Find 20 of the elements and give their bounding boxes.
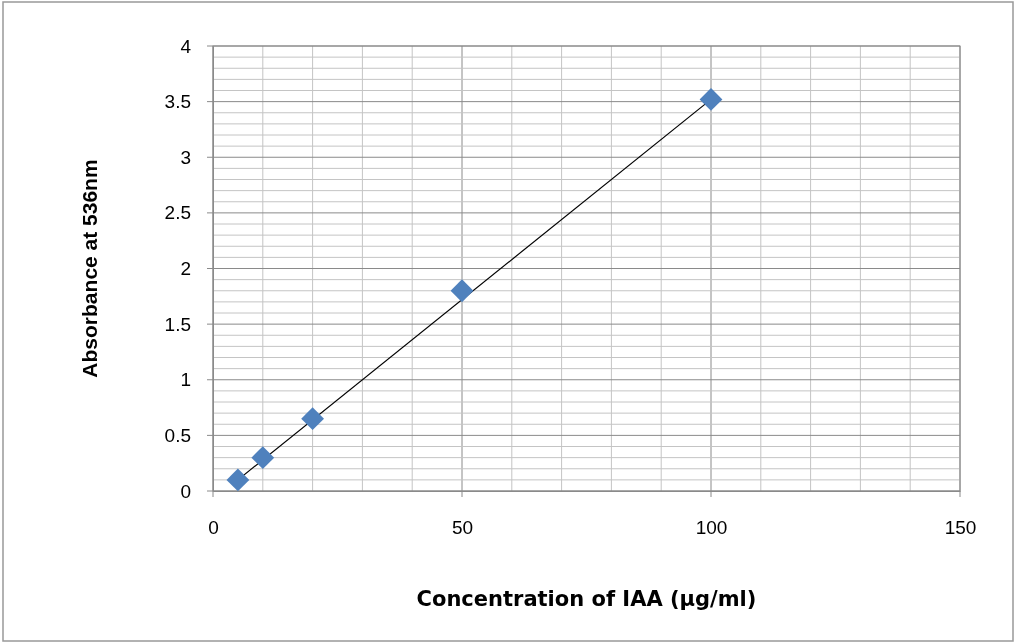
x-tick-label: 0 [208,517,219,539]
point [251,446,275,470]
y-tick-label: 2 [180,258,191,280]
point [226,468,250,492]
point [450,279,474,303]
y-tick-label: 1.5 [164,313,191,335]
y-tick-label: 0 [180,480,191,502]
point [301,407,324,431]
y-tick-label: 3.5 [164,91,191,113]
y-tick-label: 2.5 [164,202,191,224]
x-axis-title: Concentration of IAA (µg/ml) [416,587,757,611]
x-tick-label: 50 [451,517,474,539]
point [699,88,723,111]
x-tick-label: 100 [695,517,728,539]
y-tick-label: 4 [180,35,192,57]
y-tick-label: 3 [180,146,191,168]
y-tick-label: 1 [180,369,191,391]
y-tick-label: 0.5 [164,424,191,446]
x-tick-label: 150 [944,517,977,539]
y-axis-title: Absorbance at 536nm [78,159,101,378]
